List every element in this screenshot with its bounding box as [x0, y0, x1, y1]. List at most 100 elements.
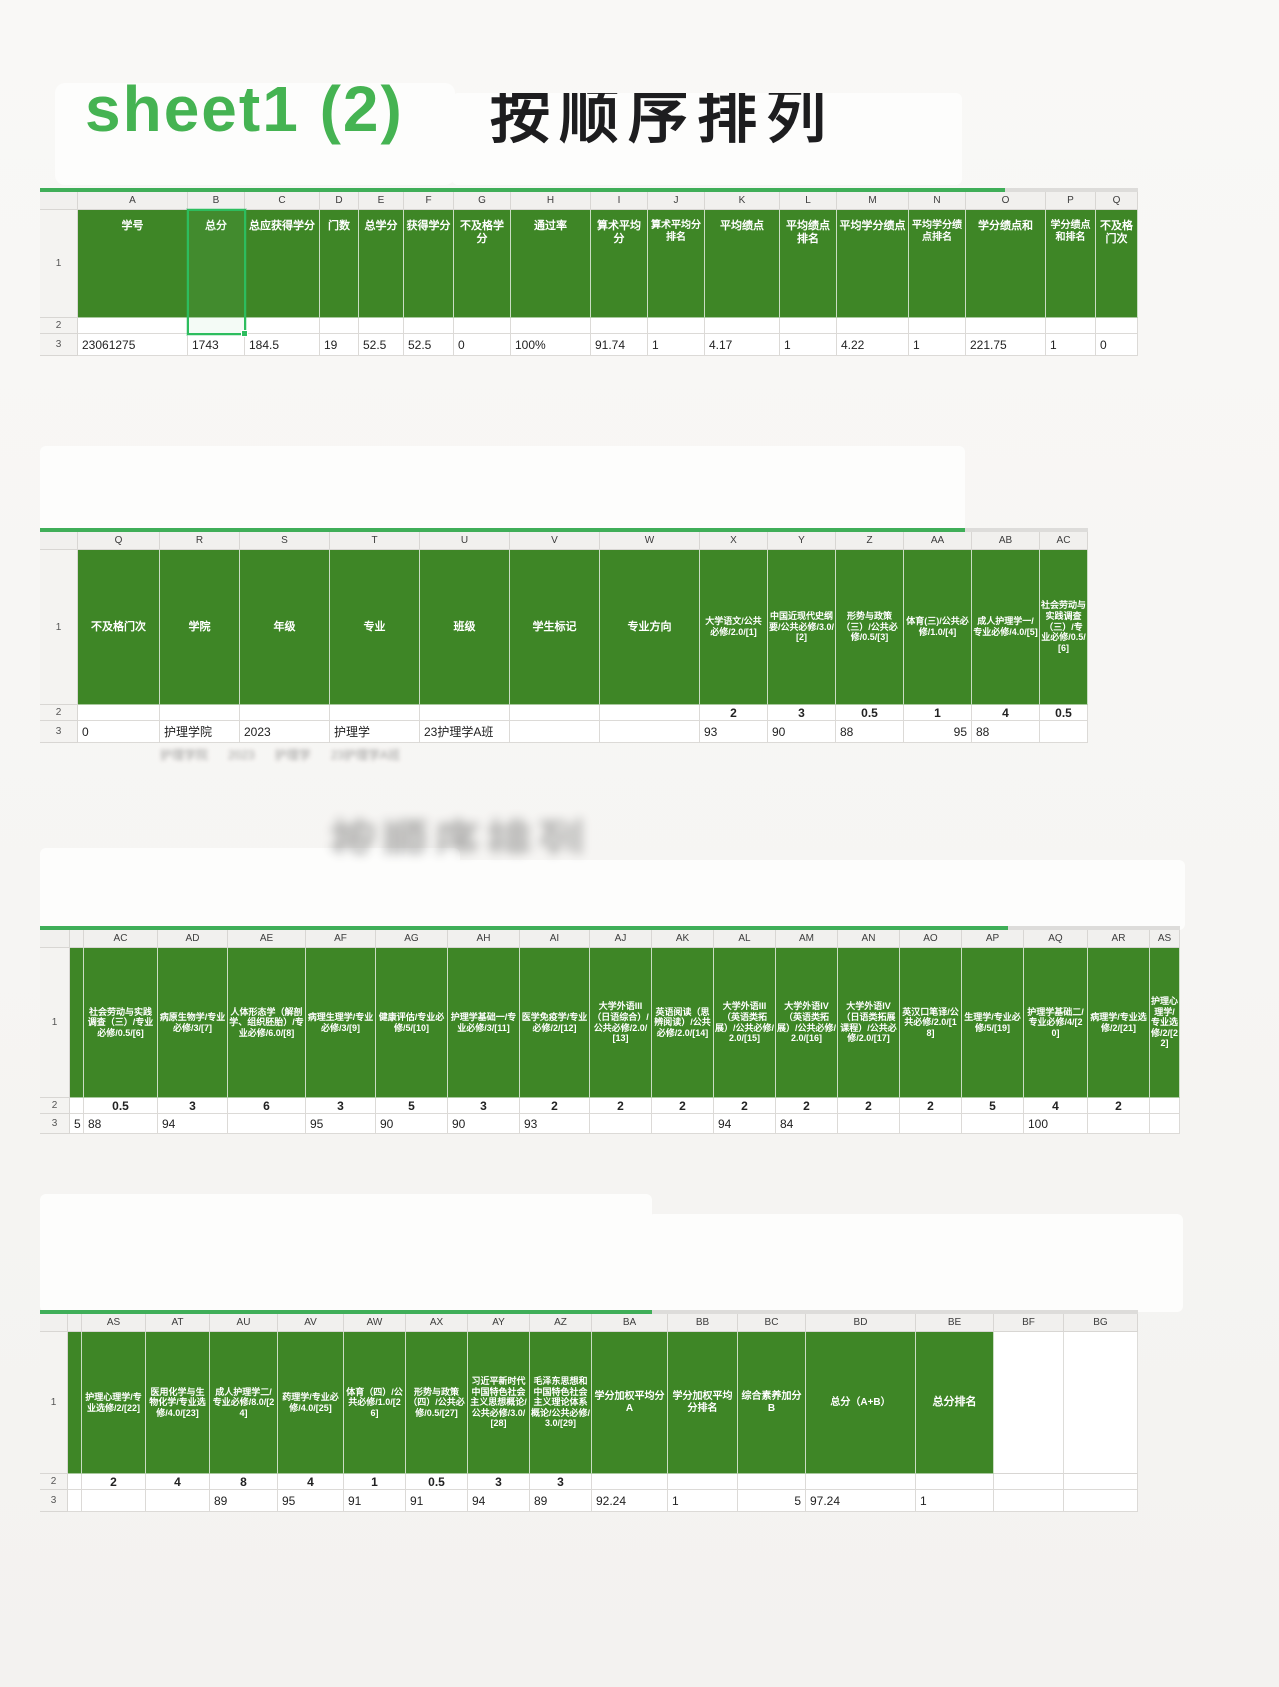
- cell-V-row3[interactable]: [510, 721, 600, 743]
- cell-O-row3[interactable]: 221.75: [966, 334, 1046, 356]
- header-cell-N[interactable]: 平均学分绩点排名: [909, 210, 966, 318]
- cell-AV-row3[interactable]: 95: [278, 1490, 344, 1512]
- select-all-corner[interactable]: [40, 532, 78, 550]
- column-header-A[interactable]: A: [78, 192, 188, 210]
- cell-BF-row2[interactable]: [994, 1474, 1064, 1490]
- cell-Q-row2[interactable]: [1096, 318, 1138, 334]
- fill-handle[interactable]: [241, 330, 248, 337]
- cell-BB-row3[interactable]: 1: [668, 1490, 738, 1512]
- cell-BG-row3[interactable]: [1064, 1490, 1138, 1512]
- cell-H-row2[interactable]: [511, 318, 591, 334]
- column-header-AS[interactable]: AS: [82, 1314, 146, 1332]
- header-cell-AO[interactable]: 英汉口笔译/公共必修/2.0/[18]: [900, 948, 962, 1098]
- cell-D-row3[interactable]: 19: [320, 334, 359, 356]
- cell-AM-row2[interactable]: 2: [776, 1098, 838, 1114]
- cell-G-row2[interactable]: [454, 318, 511, 334]
- cell-X-row3[interactable]: 93: [700, 721, 768, 743]
- header-cell-AK[interactable]: 英语阅读（思辨阅读）/公共必修/2.0/[14]: [652, 948, 714, 1098]
- cell-AC-row3[interactable]: [1040, 721, 1088, 743]
- header-cell-AX[interactable]: 形势与政策（四）/公共必修/0.5/[27]: [406, 1332, 468, 1474]
- sheet-tab-title[interactable]: sheet1 (2): [85, 83, 404, 145]
- column-header-F[interactable]: F: [404, 192, 454, 210]
- header-cell-BE[interactable]: 总分排名: [916, 1332, 994, 1474]
- cell-partial-row3[interactable]: [68, 1490, 82, 1512]
- cell-AR-row3[interactable]: [1088, 1114, 1150, 1134]
- cell-AB-row2[interactable]: 4: [972, 705, 1040, 721]
- cell-AW-row2[interactable]: 1: [344, 1474, 406, 1490]
- header-cell-partial[interactable]: [70, 948, 84, 1098]
- header-cell-O[interactable]: 学分绩点和: [966, 210, 1046, 318]
- cell-AN-row3[interactable]: [838, 1114, 900, 1134]
- cell-AC-row3[interactable]: 88: [84, 1114, 158, 1134]
- cell-AC-row2[interactable]: 0.5: [84, 1098, 158, 1114]
- cell-L-row2[interactable]: [780, 318, 837, 334]
- cell-AC-row2[interactable]: 0.5: [1040, 705, 1088, 721]
- header-cell-M[interactable]: 平均学分绩点: [837, 210, 909, 318]
- header-cell-U[interactable]: 班级: [420, 550, 510, 705]
- column-header-AZ[interactable]: AZ: [530, 1314, 592, 1332]
- header-cell-AU[interactable]: 成人护理学二/专业必修/8.0/[24]: [210, 1332, 278, 1474]
- cell-G-row3[interactable]: 0: [454, 334, 511, 356]
- select-all-corner[interactable]: [40, 1314, 68, 1332]
- row-header-1[interactable]: 1: [40, 1332, 68, 1474]
- header-cell-AR[interactable]: 病理学/专业选修/2/[21]: [1088, 948, 1150, 1098]
- cell-AQ-row3[interactable]: 100: [1024, 1114, 1088, 1134]
- cell-AY-row2[interactable]: 3: [468, 1474, 530, 1490]
- column-header-Q[interactable]: Q: [78, 532, 160, 550]
- cell-partial-row2[interactable]: [68, 1474, 82, 1490]
- cell-AU-row2[interactable]: 8: [210, 1474, 278, 1490]
- column-header-Q[interactable]: Q: [1096, 192, 1138, 210]
- column-header-AO[interactable]: AO: [900, 930, 962, 948]
- selection-box[interactable]: [187, 209, 248, 337]
- column-header-AH[interactable]: AH: [448, 930, 520, 948]
- cell-AT-row2[interactable]: 4: [146, 1474, 210, 1490]
- cell-AH-row3[interactable]: 90: [448, 1114, 520, 1134]
- header-cell-AC[interactable]: 社会劳动与实践调查（三）/专业必修/0.5/[6]: [84, 948, 158, 1098]
- cell-BE-row3[interactable]: 1: [916, 1490, 994, 1512]
- header-cell-partial[interactable]: [68, 1332, 82, 1474]
- column-header-BA[interactable]: BA: [592, 1314, 668, 1332]
- cell-AL-row3[interactable]: 94: [714, 1114, 776, 1134]
- cell-E-row2[interactable]: [359, 318, 404, 334]
- cell-U-row3[interactable]: 23护理学A班: [420, 721, 510, 743]
- header-cell-AQ[interactable]: 护理学基础二/专业必修/4/[20]: [1024, 948, 1088, 1098]
- header-cell-X[interactable]: 大学语文/公共必修/2.0/[1]: [700, 550, 768, 705]
- header-cell-BC[interactable]: 综合素养加分B: [738, 1332, 806, 1474]
- cell-C-row2[interactable]: [245, 318, 320, 334]
- header-cell-E[interactable]: 总学分: [359, 210, 404, 318]
- column-header-BC[interactable]: BC: [738, 1314, 806, 1332]
- header-cell-B[interactable]: 总分: [188, 210, 245, 318]
- cell-Y-row3[interactable]: 90: [768, 721, 836, 743]
- cell-AF-row3[interactable]: 95: [306, 1114, 376, 1134]
- header-cell-F[interactable]: 获得学分: [404, 210, 454, 318]
- column-header-AF[interactable]: AF: [306, 930, 376, 948]
- cell-O-row2[interactable]: [966, 318, 1046, 334]
- cell-AD-row2[interactable]: 3: [158, 1098, 228, 1114]
- header-cell-AM[interactable]: 大学外语IV（英语类拓展）/公共必修/2.0/[16]: [776, 948, 838, 1098]
- cell-AP-row2[interactable]: 5: [962, 1098, 1024, 1114]
- cell-Q-row2[interactable]: [78, 705, 160, 721]
- cell-BD-row3[interactable]: 97.24: [806, 1490, 916, 1512]
- header-cell-AE[interactable]: 人体形态学（解剖学、组织胚胎）/专业必修/6.0/[8]: [228, 948, 306, 1098]
- cell-AA-row2[interactable]: 1: [904, 705, 972, 721]
- cell-BE-row2[interactable]: [916, 1474, 994, 1490]
- cell-partial-row3[interactable]: 5: [70, 1114, 84, 1134]
- cell-AT-row3[interactable]: [146, 1490, 210, 1512]
- header-cell-J[interactable]: 算术平均分排名: [648, 210, 705, 318]
- column-header-AC[interactable]: AC: [1040, 532, 1088, 550]
- cell-AI-row2[interactable]: 2: [520, 1098, 590, 1114]
- header-cell-Z[interactable]: 形势与政策（三）/公共必修/0.5/[3]: [836, 550, 904, 705]
- column-header-AJ[interactable]: AJ: [590, 930, 652, 948]
- column-header-AU[interactable]: AU: [210, 1314, 278, 1332]
- header-cell-P[interactable]: 学分绩点和排名: [1046, 210, 1096, 318]
- column-header-H[interactable]: H: [511, 192, 591, 210]
- cell-partial-row2[interactable]: [70, 1098, 84, 1114]
- cell-V-row2[interactable]: [510, 705, 600, 721]
- row-header-2[interactable]: 2: [40, 1474, 68, 1490]
- header-cell-D[interactable]: 门数: [320, 210, 359, 318]
- cell-J-row2[interactable]: [648, 318, 705, 334]
- column-header-AX[interactable]: AX: [406, 1314, 468, 1332]
- header-cell-AF[interactable]: 病理生理学/专业必修/3/[9]: [306, 948, 376, 1098]
- cell-AS-row2[interactable]: [1150, 1098, 1180, 1114]
- column-header-partial[interactable]: [68, 1314, 82, 1332]
